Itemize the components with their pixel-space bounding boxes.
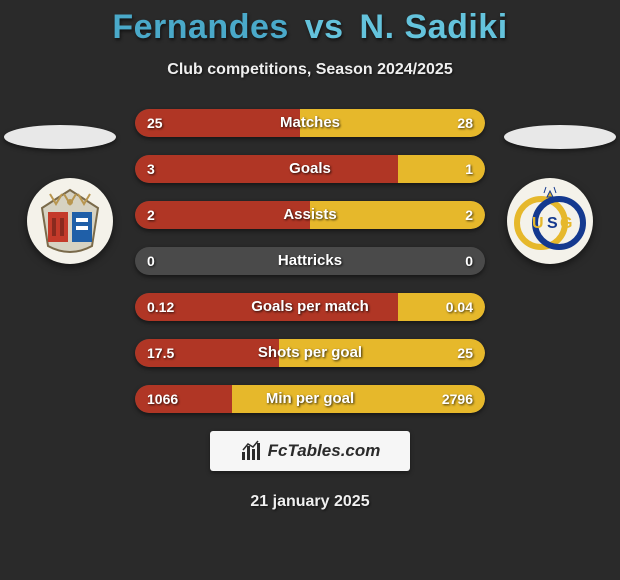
subtitle: Club competitions, Season 2024/2025 bbox=[0, 61, 620, 79]
stat-fill-left bbox=[135, 293, 398, 321]
stat-row: Shots per goal17.525 bbox=[135, 339, 485, 367]
stat-fill-right bbox=[398, 155, 486, 183]
vs-text: vs bbox=[305, 8, 344, 46]
stat-row: Matches2528 bbox=[135, 109, 485, 137]
stat-value-left: 0 bbox=[147, 247, 155, 275]
fctables-text: FcTables.com bbox=[268, 441, 381, 461]
player2-name: N. Sadiki bbox=[360, 8, 508, 46]
stat-fill-right bbox=[300, 109, 485, 137]
stat-row: Goals31 bbox=[135, 155, 485, 183]
stat-fill-left bbox=[135, 109, 300, 137]
stat-row: Goals per match0.120.04 bbox=[135, 293, 485, 321]
stat-value-right: 0 bbox=[465, 247, 473, 275]
stat-label: Hattricks bbox=[135, 247, 485, 275]
stat-fill-left bbox=[135, 201, 310, 229]
stat-fill-left bbox=[135, 155, 398, 183]
stat-fill-left bbox=[135, 339, 279, 367]
stat-fill-right bbox=[310, 201, 485, 229]
stat-row: Hattricks0 0 bbox=[135, 247, 485, 275]
stat-row: Min per goal10662796 bbox=[135, 385, 485, 413]
stat-row: Assists22 bbox=[135, 201, 485, 229]
comparison-title: Fernandes vs N. Sadiki bbox=[0, 0, 620, 47]
fctables-logo-icon bbox=[240, 440, 262, 462]
date-text: 21 january 2025 bbox=[0, 493, 620, 511]
fctables-badge: FcTables.com bbox=[210, 431, 410, 471]
stat-fill-left bbox=[135, 385, 232, 413]
player1-name: Fernandes bbox=[112, 8, 288, 46]
stat-fill-right bbox=[279, 339, 485, 367]
stat-fill-right bbox=[232, 385, 485, 413]
stats-bars: Matches2528 Goals31 Assists22 Hattricks0 0 Go… bbox=[135, 109, 485, 413]
stat-fill-right bbox=[398, 293, 486, 321]
